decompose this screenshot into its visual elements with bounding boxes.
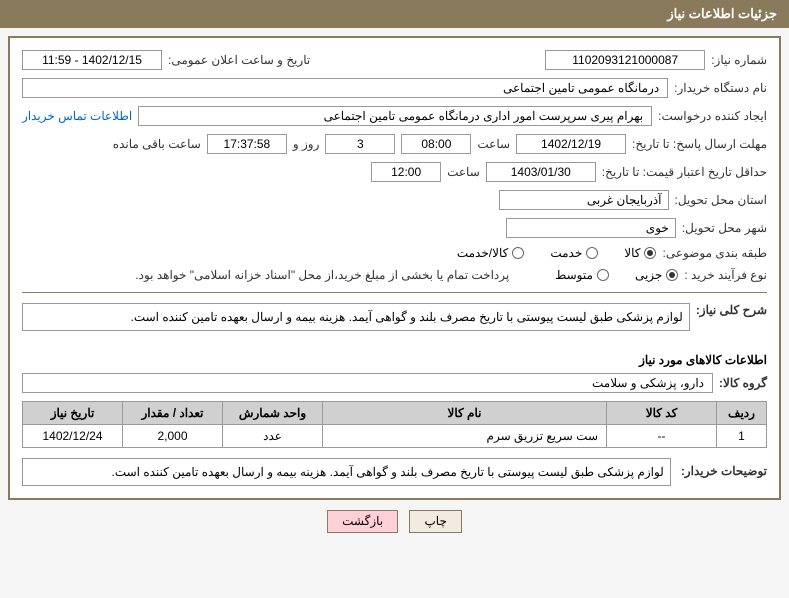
time-label-1: ساعت xyxy=(477,137,510,151)
row-price-validity: حداقل تاریخ اعتبار قیمت: تا تاریخ: 1403/… xyxy=(22,162,767,182)
print-button[interactable]: چاپ xyxy=(409,510,461,533)
response-time: 08:00 xyxy=(401,134,471,154)
th-row: ردیف xyxy=(717,402,767,425)
button-row: چاپ بازگشت xyxy=(0,510,789,533)
table-header-row: ردیف کد کالا نام کالا واحد شمارش تعداد /… xyxy=(23,402,767,425)
requester-value: بهرام پیری سرپرست امور اداری درمانگاه عم… xyxy=(138,106,652,126)
cell-unit: عدد xyxy=(223,425,323,448)
pt-small-label: جزیی xyxy=(635,268,662,282)
radio-dot-icon xyxy=(644,247,656,259)
row-category: طبقه بندی موضوعی: کالا خدمت کالا/خدمت xyxy=(22,246,767,260)
days-value: 3 xyxy=(325,134,395,154)
th-name: نام کالا xyxy=(323,402,607,425)
goods-group-label: گروه کالا: xyxy=(719,376,767,390)
announce-label: تاریخ و ساعت اعلان عمومی: xyxy=(168,53,310,67)
buyer-org-value: درمانگاه عمومی تامین اجتماعی xyxy=(22,78,668,98)
th-qty: تعداد / مقدار xyxy=(123,402,223,425)
radio-small[interactable]: جزیی xyxy=(635,268,678,282)
radio-dot-icon xyxy=(586,247,598,259)
purchase-type-label: نوع فرآیند خرید : xyxy=(684,268,767,282)
radio-dot-icon xyxy=(666,269,678,281)
radio-both[interactable]: کالا/خدمت xyxy=(457,246,524,260)
remaining-label: ساعت باقی مانده xyxy=(113,137,201,151)
category-label: طبقه بندی موضوعی: xyxy=(662,246,767,260)
cat-both-label: کالا/خدمت xyxy=(457,246,508,260)
row-requester: ایجاد کننده درخواست: بهرام پیری سرپرست ا… xyxy=(22,106,767,126)
cell-name: ست سریع تزریق سرم xyxy=(323,425,607,448)
delivery-province-label: استان محل تحویل: xyxy=(675,193,767,207)
contact-buyer-link[interactable]: اطلاعات تماس خریدار xyxy=(22,109,132,123)
radio-dot-icon xyxy=(597,269,609,281)
cell-code: -- xyxy=(607,425,717,448)
items-table: ردیف کد کالا نام کالا واحد شمارش تعداد /… xyxy=(22,401,767,448)
need-number-label: شماره نیاز: xyxy=(711,53,767,67)
row-delivery-city: شهر محل تحویل: خوی xyxy=(22,218,767,238)
page-header: جزئیات اطلاعات نیاز xyxy=(0,0,789,28)
page-title: جزئیات اطلاعات نیاز xyxy=(667,6,777,21)
delivery-city-value: خوی xyxy=(506,218,676,238)
response-date: 1402/12/19 xyxy=(516,134,626,154)
buyer-org-label: نام دستگاه خریدار: xyxy=(674,81,767,95)
row-purchase-type: نوع فرآیند خرید : جزیی متوسط پرداخت تمام… xyxy=(22,268,767,282)
th-date: تاریخ نیاز xyxy=(23,402,123,425)
back-button[interactable]: بازگشت xyxy=(327,510,398,533)
announce-value: 1402/12/15 - 11:59 xyxy=(22,50,162,70)
row-response-deadline: مهلت ارسال پاسخ: تا تاریخ: 1402/12/19 سا… xyxy=(22,134,767,154)
price-validity-label: حداقل تاریخ اعتبار قیمت: تا تاریخ: xyxy=(602,165,767,179)
th-unit: واحد شمارش xyxy=(223,402,323,425)
response-deadline-label: مهلت ارسال پاسخ: تا تاریخ: xyxy=(632,137,767,151)
radio-medium[interactable]: متوسط xyxy=(555,268,609,282)
purchase-note: پرداخت تمام یا بخشی از مبلغ خرید،از محل … xyxy=(135,268,509,282)
buyer-notes-label: توضیحات خریدار: xyxy=(681,458,767,486)
cat-goods-label: کالا xyxy=(624,246,640,260)
goods-group-value: دارو، پزشکی و سلامت xyxy=(22,373,713,393)
row-buyer-notes: توضیحات خریدار: لوازم پزشکی طبق لیست پیو… xyxy=(22,458,767,486)
price-validity-time: 12:00 xyxy=(371,162,441,182)
cell-date: 1402/12/24 xyxy=(23,425,123,448)
price-validity-date: 1403/01/30 xyxy=(486,162,596,182)
need-number-value: 1102093121000087 xyxy=(545,50,705,70)
cell-qty: 2,000 xyxy=(123,425,223,448)
divider xyxy=(22,292,767,293)
requester-label: ایجاد کننده درخواست: xyxy=(658,109,767,123)
row-goods-group: گروه کالا: دارو، پزشکی و سلامت xyxy=(22,373,767,393)
radio-dot-icon xyxy=(512,247,524,259)
cell-row: 1 xyxy=(717,425,767,448)
radio-goods[interactable]: کالا xyxy=(624,246,656,260)
row-need-number: شماره نیاز: 1102093121000087 تاریخ و ساع… xyxy=(22,50,767,70)
general-desc-box: لوازم پزشکی طبق لیست پیوستی با تاریخ مصر… xyxy=(22,303,690,331)
row-buyer-org: نام دستگاه خریدار: درمانگاه عمومی تامین … xyxy=(22,78,767,98)
time-label-2: ساعت xyxy=(447,165,480,179)
days-and-label: روز و xyxy=(293,137,320,151)
row-general-desc: شرح کلی نیاز: لوازم پزشکی طبق لیست پیوست… xyxy=(22,303,767,341)
radio-service[interactable]: خدمت xyxy=(550,246,598,260)
general-desc-label: شرح کلی نیاز: xyxy=(696,303,767,317)
pt-medium-label: متوسط xyxy=(555,268,593,282)
cat-service-label: خدمت xyxy=(550,246,582,260)
table-row: 1 -- ست سریع تزریق سرم عدد 2,000 1402/12… xyxy=(23,425,767,448)
row-delivery-province: استان محل تحویل: آذربایجان غربی xyxy=(22,190,767,210)
buyer-notes-box: لوازم پزشکی طبق لیست پیوستی با تاریخ مصر… xyxy=(22,458,671,486)
items-info-title: اطلاعات کالاهای مورد نیاز xyxy=(22,353,767,367)
countdown-value: 17:37:58 xyxy=(207,134,287,154)
delivery-city-label: شهر محل تحویل: xyxy=(682,221,767,235)
th-code: کد کالا xyxy=(607,402,717,425)
content-panel: شماره نیاز: 1102093121000087 تاریخ و ساع… xyxy=(8,36,781,500)
delivery-province-value: آذربایجان غربی xyxy=(499,190,669,210)
